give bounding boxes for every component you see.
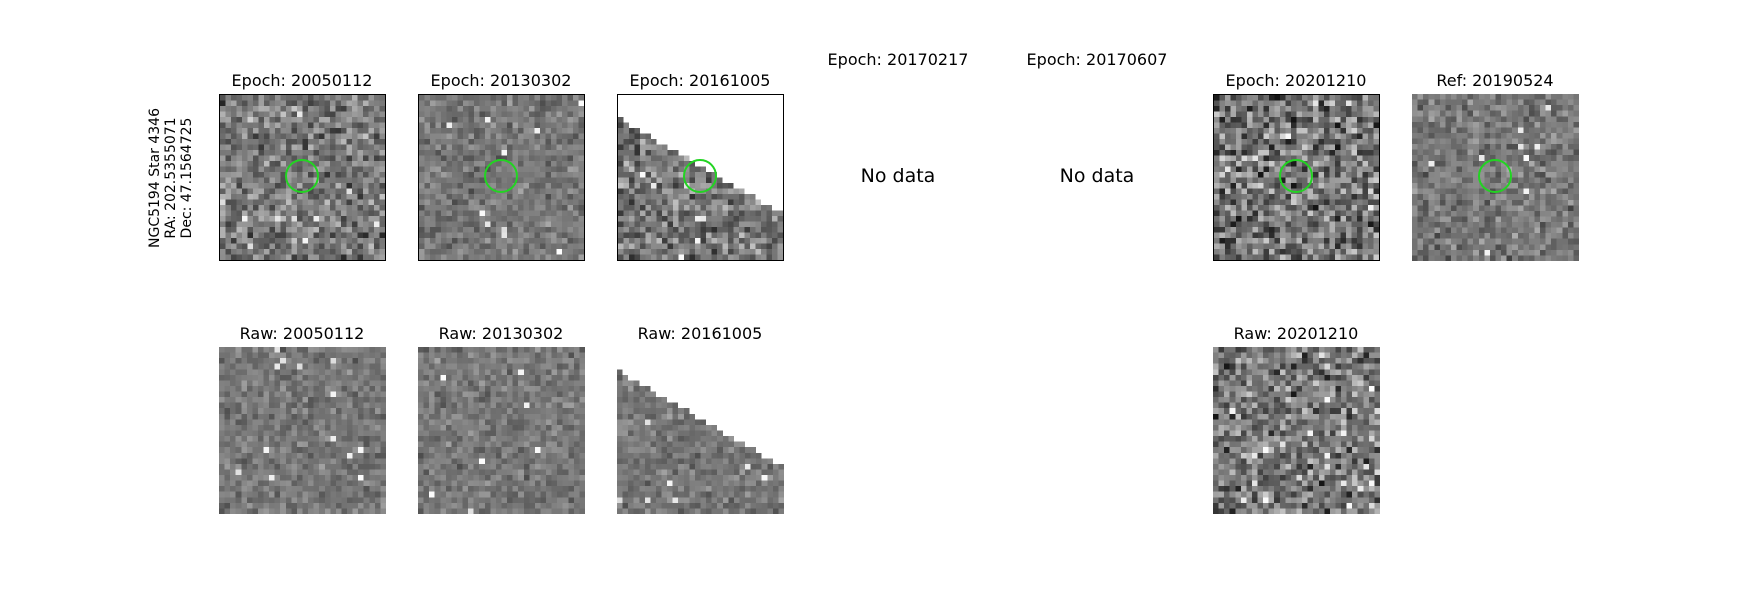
- no-data-text: No data: [1059, 165, 1135, 187]
- epoch-title-20201210: Epoch: 20201210: [1225, 71, 1367, 90]
- epoch-cutout-20130302: [418, 94, 585, 261]
- target-name: NGC5194 Star 4346: [147, 108, 163, 248]
- target-info-label: NGC5194 Star 4346 RA: 202.5355071 Dec: 4…: [141, 0, 201, 600]
- epoch-cutout-20050112: [219, 94, 386, 261]
- raw-cutout-20161005: [617, 347, 784, 514]
- epoch-title-20170607: Epoch: 20170607: [1026, 50, 1168, 69]
- target-ra: RA: 202.5355071: [163, 117, 179, 239]
- epoch-title-20161005: Epoch: 20161005: [629, 71, 771, 90]
- ref-title-20190524: Ref: 20190524: [1436, 71, 1554, 90]
- target-dec: Dec: 47.1564725: [179, 117, 195, 239]
- epoch-title-20050112: Epoch: 20050112: [231, 71, 373, 90]
- raw-cutout-20130302: [418, 347, 585, 514]
- raw-cutout-20050112: [219, 347, 386, 514]
- raw-title-20161005: Raw: 20161005: [637, 324, 763, 343]
- raw-title-20130302: Raw: 20130302: [438, 324, 564, 343]
- epoch-title-20130302: Epoch: 20130302: [430, 71, 572, 90]
- epoch-cutout-20201210: [1213, 94, 1380, 261]
- raw-title-20201210: Raw: 20201210: [1233, 324, 1359, 343]
- raw-title-20050112: Raw: 20050112: [239, 324, 365, 343]
- raw-cutout-20201210: [1213, 347, 1380, 514]
- reference-cutout-20190524: [1412, 94, 1579, 261]
- epoch-cutout-20161005: [617, 94, 784, 261]
- no-data-text: No data: [860, 165, 936, 187]
- epoch-title-20170217: Epoch: 20170217: [827, 50, 969, 69]
